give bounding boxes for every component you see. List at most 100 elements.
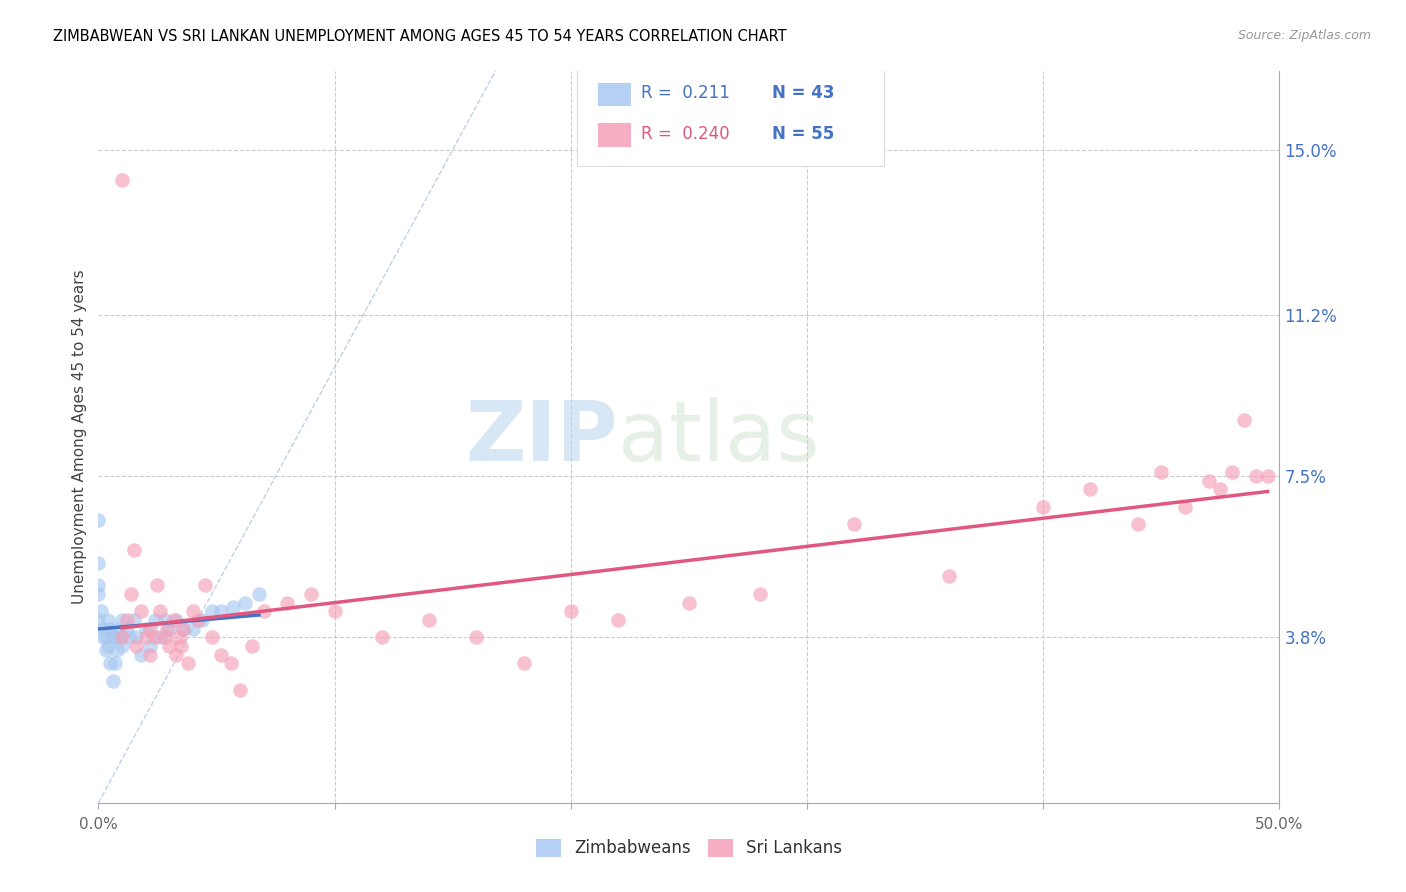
Point bbox=[153, 631, 176, 645]
Point bbox=[87, 557, 110, 571]
Point bbox=[371, 631, 394, 645]
Point bbox=[129, 604, 152, 618]
Point bbox=[222, 599, 245, 614]
Point bbox=[149, 631, 172, 645]
Point bbox=[1126, 517, 1149, 532]
Point bbox=[143, 613, 166, 627]
Point bbox=[172, 622, 194, 636]
Point bbox=[139, 622, 162, 636]
Point bbox=[1150, 465, 1173, 479]
Point bbox=[139, 639, 162, 653]
Point bbox=[1233, 412, 1256, 426]
Point bbox=[122, 543, 145, 558]
FancyBboxPatch shape bbox=[598, 83, 631, 106]
Point bbox=[108, 631, 131, 645]
Point bbox=[91, 622, 114, 636]
Point bbox=[181, 604, 204, 618]
Point bbox=[276, 595, 298, 609]
Point bbox=[87, 613, 110, 627]
Point bbox=[163, 613, 186, 627]
Point bbox=[157, 622, 180, 636]
Point bbox=[219, 657, 242, 671]
Point bbox=[104, 657, 127, 671]
Point bbox=[129, 648, 152, 662]
Text: Source: ZipAtlas.com: Source: ZipAtlas.com bbox=[1237, 29, 1371, 42]
Text: N = 55: N = 55 bbox=[772, 125, 834, 143]
Point bbox=[98, 657, 121, 671]
Point bbox=[201, 631, 224, 645]
Point bbox=[748, 587, 770, 601]
Point bbox=[157, 639, 180, 653]
Point bbox=[247, 587, 270, 601]
Point bbox=[105, 622, 128, 636]
Point bbox=[938, 569, 960, 583]
Point bbox=[115, 613, 138, 627]
Point bbox=[177, 657, 200, 671]
Point bbox=[125, 631, 148, 645]
Point bbox=[122, 613, 145, 627]
Point bbox=[149, 604, 172, 618]
Text: atlas: atlas bbox=[619, 397, 820, 477]
Point bbox=[191, 613, 214, 627]
Point bbox=[104, 631, 127, 645]
Point bbox=[1220, 465, 1243, 479]
Point bbox=[172, 622, 194, 636]
Point bbox=[90, 604, 112, 618]
Point bbox=[1244, 469, 1267, 483]
Point bbox=[87, 578, 110, 592]
Point bbox=[94, 631, 117, 645]
Text: N = 43: N = 43 bbox=[772, 85, 834, 103]
Y-axis label: Unemployment Among Ages 45 to 54 years: Unemployment Among Ages 45 to 54 years bbox=[72, 269, 87, 605]
Point bbox=[118, 631, 141, 645]
Point bbox=[165, 613, 187, 627]
Point bbox=[111, 613, 134, 627]
Point bbox=[153, 613, 176, 627]
Text: ZIP: ZIP bbox=[465, 397, 619, 477]
Point bbox=[156, 622, 179, 636]
Point bbox=[465, 631, 488, 645]
Point bbox=[194, 578, 217, 592]
Point bbox=[135, 622, 157, 636]
FancyBboxPatch shape bbox=[576, 68, 884, 167]
Point bbox=[187, 613, 209, 627]
Point bbox=[121, 587, 143, 601]
Point bbox=[94, 643, 117, 657]
Point bbox=[607, 613, 630, 627]
Point bbox=[97, 639, 120, 653]
Point bbox=[1080, 483, 1102, 497]
Point bbox=[98, 622, 121, 636]
Point bbox=[125, 639, 148, 653]
Point bbox=[209, 648, 232, 662]
Point bbox=[1198, 474, 1220, 488]
FancyBboxPatch shape bbox=[598, 123, 631, 146]
Point bbox=[101, 673, 124, 688]
Point bbox=[105, 643, 128, 657]
Point bbox=[170, 639, 193, 653]
Point bbox=[253, 604, 276, 618]
Point bbox=[1032, 500, 1054, 514]
Point bbox=[418, 613, 440, 627]
Point bbox=[844, 517, 866, 532]
Text: R =  0.211: R = 0.211 bbox=[641, 85, 730, 103]
Point bbox=[87, 513, 110, 527]
Point bbox=[111, 631, 134, 645]
Point bbox=[111, 173, 134, 187]
Text: ZIMBABWEAN VS SRI LANKAN UNEMPLOYMENT AMONG AGES 45 TO 54 YEARS CORRELATION CHAR: ZIMBABWEAN VS SRI LANKAN UNEMPLOYMENT AM… bbox=[53, 29, 787, 44]
Point bbox=[139, 648, 162, 662]
Point bbox=[165, 648, 187, 662]
Text: R =  0.240: R = 0.240 bbox=[641, 125, 730, 143]
Point bbox=[1174, 500, 1197, 514]
Point bbox=[181, 622, 204, 636]
Point bbox=[87, 587, 110, 601]
Point bbox=[91, 631, 114, 645]
Point bbox=[240, 639, 263, 653]
Point bbox=[1257, 469, 1279, 483]
Point bbox=[111, 639, 134, 653]
Point bbox=[560, 604, 582, 618]
Point bbox=[167, 631, 190, 645]
Point bbox=[101, 631, 124, 645]
Point bbox=[229, 682, 252, 697]
Point bbox=[115, 622, 138, 636]
Point bbox=[512, 657, 534, 671]
Point bbox=[143, 631, 166, 645]
